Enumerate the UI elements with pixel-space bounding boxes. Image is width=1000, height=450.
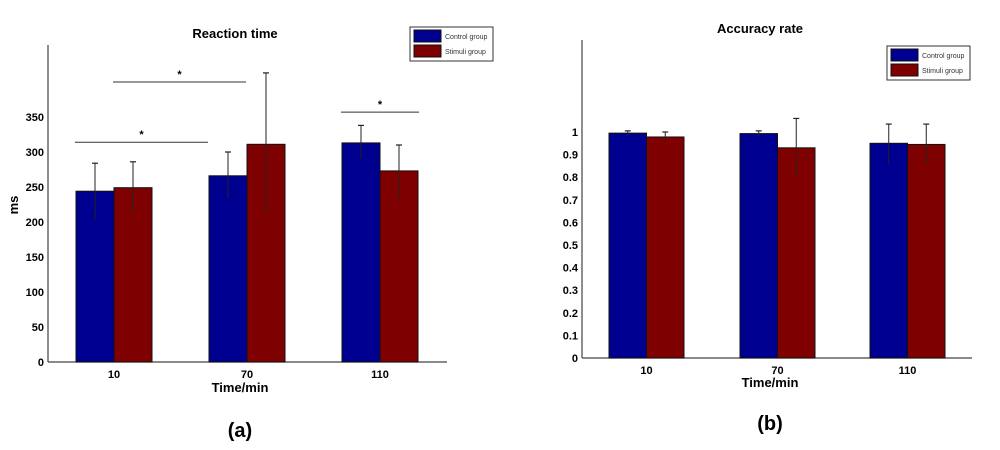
significance-star: * xyxy=(378,99,383,111)
bar-stimuli-10 xyxy=(646,136,685,359)
bar-control-110 xyxy=(341,142,381,363)
y-tick-label: 250 xyxy=(26,182,44,194)
x-axis-label: Time/min xyxy=(742,375,799,390)
x-tick-label: 70 xyxy=(241,369,253,381)
y-tick-label: 0.5 xyxy=(563,240,578,252)
y-tick-label: 0.4 xyxy=(563,263,579,275)
y-tick-label: 0.8 xyxy=(563,172,578,184)
legend-swatch xyxy=(890,48,919,62)
y-tick-label: 350 xyxy=(26,112,44,124)
y-tick-label: 1 xyxy=(572,127,578,139)
y-axis-label: ms xyxy=(6,196,21,215)
bar-stimuli-10 xyxy=(113,187,153,363)
x-tick-label: 10 xyxy=(640,365,652,377)
bar-control-10 xyxy=(608,132,647,359)
y-tick-label: 0.2 xyxy=(563,308,578,320)
bar-control-70 xyxy=(739,133,778,359)
bar-stimuli-70 xyxy=(246,143,286,363)
y-tick-label: 100 xyxy=(26,287,44,299)
y-tick-label: 300 xyxy=(26,147,44,159)
legend: Control group Stimuli group xyxy=(886,45,971,81)
legend-label: Control group xyxy=(445,34,488,41)
chart-title: Reaction time xyxy=(192,26,277,41)
legend-swatch xyxy=(413,29,442,43)
panel-label: (b) xyxy=(757,413,783,435)
legend-label: Control group xyxy=(922,53,965,60)
y-tick-label: 0.6 xyxy=(563,217,578,229)
chart-accuracy: Accuracy rate 0 0.1 0.2 0.3 0.4 0.5 0.6 0.7 0.8 0.… xyxy=(563,21,972,435)
legend-label: Stimuli group xyxy=(445,49,486,56)
y-tick-label: 200 xyxy=(26,217,44,229)
y-tick-label: 0 xyxy=(572,353,578,365)
bar-stimuli-110 xyxy=(907,143,946,359)
chart-reaction: Reaction time 0 50 100 150 200 250 300 350 10 70 11… xyxy=(6,26,494,442)
bar-control-70 xyxy=(208,175,248,363)
y-tick-label: 0 xyxy=(38,357,44,369)
y-tick-label: 50 xyxy=(32,322,44,334)
x-tick-label: 110 xyxy=(371,369,389,381)
legend: Control group Stimuli group xyxy=(409,26,494,62)
bar-stimuli-70 xyxy=(777,147,816,359)
y-tick-label: 150 xyxy=(26,252,44,264)
bar-stimuli-110 xyxy=(379,170,419,363)
significance-star: * xyxy=(139,129,144,141)
chart-title: Accuracy rate xyxy=(717,21,803,36)
y-tick-label: 0.3 xyxy=(563,285,578,297)
x-tick-label: 110 xyxy=(899,365,917,377)
panel-label: (a) xyxy=(228,420,252,442)
x-tick-label: 70 xyxy=(771,365,783,377)
x-axis-label: Time/min xyxy=(212,380,269,395)
y-tick-label: 0.9 xyxy=(563,150,578,162)
x-tick-label: 10 xyxy=(108,369,120,381)
legend-label: Stimuli group xyxy=(922,68,963,75)
legend-swatch xyxy=(413,44,442,58)
y-tick-label: 0.7 xyxy=(563,195,578,207)
y-tick-label: 0.1 xyxy=(563,330,578,342)
bar-control-110 xyxy=(869,142,908,359)
legend-swatch xyxy=(890,63,919,77)
significance-star: * xyxy=(177,69,182,81)
